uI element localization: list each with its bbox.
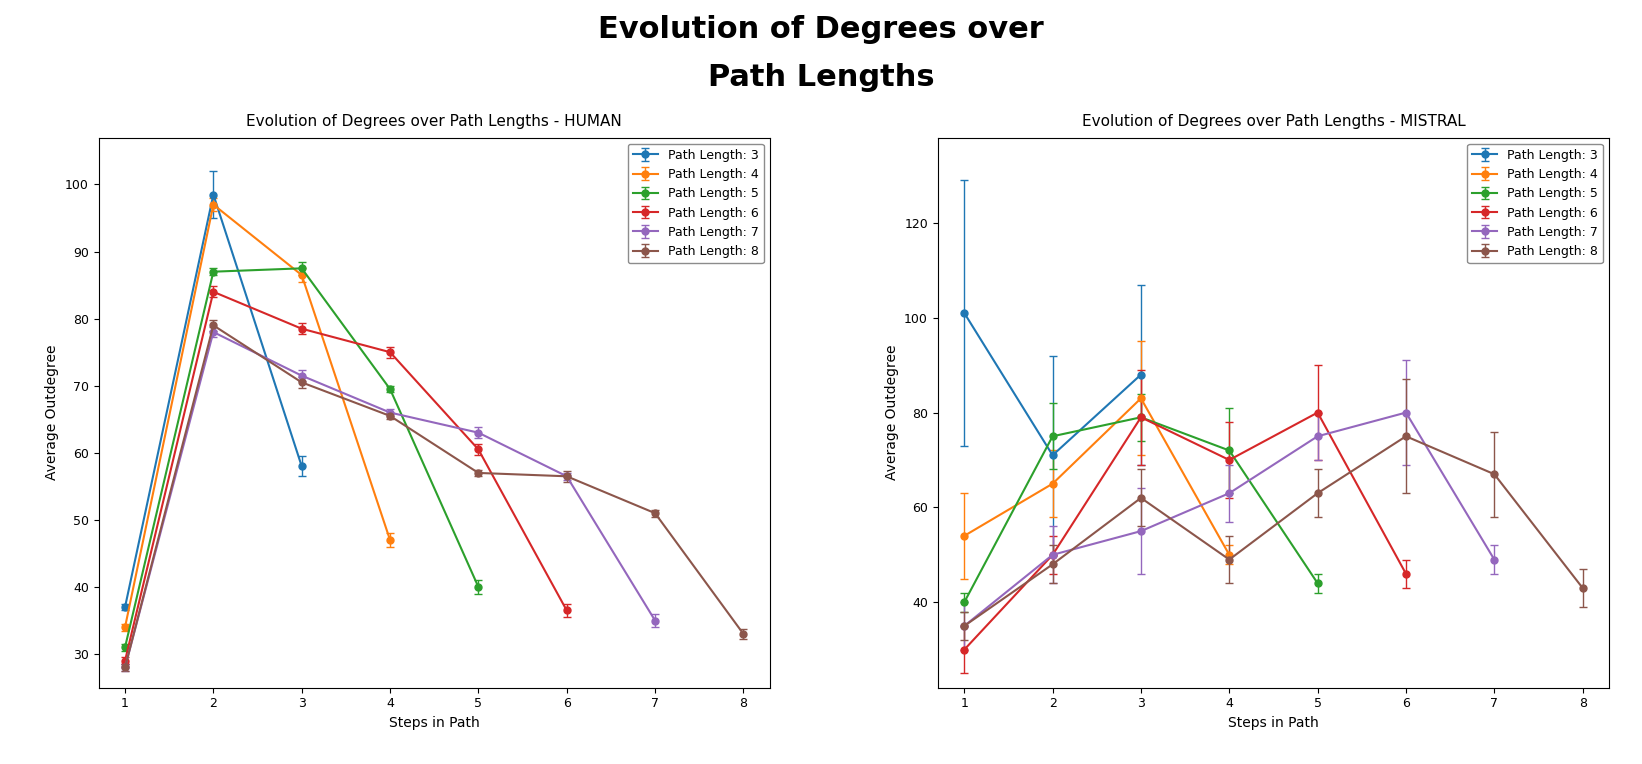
Title: Evolution of Degrees over Path Lengths - MISTRAL: Evolution of Degrees over Path Lengths -… xyxy=(1082,115,1465,129)
Title: Evolution of Degrees over Path Lengths - HUMAN: Evolution of Degrees over Path Lengths -… xyxy=(246,115,622,129)
X-axis label: Steps in Path: Steps in Path xyxy=(389,716,479,730)
X-axis label: Steps in Path: Steps in Path xyxy=(1228,716,1319,730)
Y-axis label: Average Outdegree: Average Outdegree xyxy=(885,345,898,481)
Legend: Path Length: 3, Path Length: 4, Path Length: 5, Path Length: 6, Path Length: 7, : Path Length: 3, Path Length: 4, Path Len… xyxy=(627,144,764,263)
Y-axis label: Average Outdegree: Average Outdegree xyxy=(46,345,59,481)
Legend: Path Length: 3, Path Length: 4, Path Length: 5, Path Length: 6, Path Length: 7, : Path Length: 3, Path Length: 4, Path Len… xyxy=(1466,144,1603,263)
Text: Evolution of Degrees over
Path Lengths: Evolution of Degrees over Path Lengths xyxy=(598,15,1044,92)
